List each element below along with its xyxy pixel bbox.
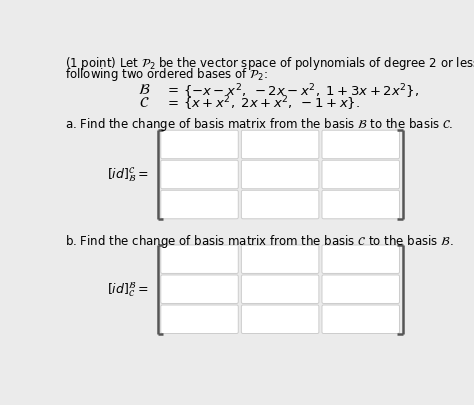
FancyBboxPatch shape bbox=[322, 245, 400, 273]
Text: $\mathcal{B}$: $\mathcal{B}$ bbox=[138, 83, 151, 98]
FancyBboxPatch shape bbox=[161, 160, 238, 189]
Text: following two ordered bases of $\mathcal{P}_2$:: following two ordered bases of $\mathcal… bbox=[64, 66, 267, 83]
FancyBboxPatch shape bbox=[322, 190, 400, 219]
FancyBboxPatch shape bbox=[241, 245, 319, 273]
FancyBboxPatch shape bbox=[161, 190, 238, 219]
FancyBboxPatch shape bbox=[241, 160, 319, 189]
FancyBboxPatch shape bbox=[322, 130, 400, 159]
Text: $\mathcal{C}$: $\mathcal{C}$ bbox=[139, 95, 150, 110]
FancyBboxPatch shape bbox=[241, 130, 319, 159]
FancyBboxPatch shape bbox=[241, 305, 319, 333]
Text: a. Find the change of basis matrix from the basis $\mathcal{B}$ to the basis $\m: a. Find the change of basis matrix from … bbox=[64, 116, 453, 133]
Text: $[id]^{\mathcal{C}}_{\mathcal{B}} =$: $[id]^{\mathcal{C}}_{\mathcal{B}} =$ bbox=[108, 165, 149, 184]
Text: $[id]^{\mathcal{B}}_{\mathcal{C}} =$: $[id]^{\mathcal{B}}_{\mathcal{C}} =$ bbox=[108, 280, 149, 298]
Text: $\{x + x^2,\; 2x + x^2,\; -1 + x\}.$: $\{x + x^2,\; 2x + x^2,\; -1 + x\}.$ bbox=[183, 95, 360, 113]
FancyBboxPatch shape bbox=[241, 275, 319, 303]
FancyBboxPatch shape bbox=[322, 275, 400, 303]
Text: b. Find the change of basis matrix from the basis $\mathcal{C}$ to the basis $\m: b. Find the change of basis matrix from … bbox=[64, 232, 454, 249]
FancyBboxPatch shape bbox=[322, 160, 400, 189]
Text: (1 point) Let $\mathcal{P}_2$ be the vector space of polynomials of degree $2$ o: (1 point) Let $\mathcal{P}_2$ be the vec… bbox=[64, 55, 474, 72]
FancyBboxPatch shape bbox=[161, 305, 238, 333]
FancyBboxPatch shape bbox=[322, 305, 400, 333]
FancyBboxPatch shape bbox=[241, 190, 319, 219]
FancyBboxPatch shape bbox=[161, 245, 238, 273]
FancyBboxPatch shape bbox=[161, 275, 238, 303]
Text: $=$: $=$ bbox=[164, 83, 179, 96]
Text: $\{-x - x^2,\; -2x - x^2,\; 1 + 3x + 2x^2\},$: $\{-x - x^2,\; -2x - x^2,\; 1 + 3x + 2x^… bbox=[183, 83, 419, 101]
Text: $=$: $=$ bbox=[164, 95, 179, 108]
FancyBboxPatch shape bbox=[161, 130, 238, 159]
